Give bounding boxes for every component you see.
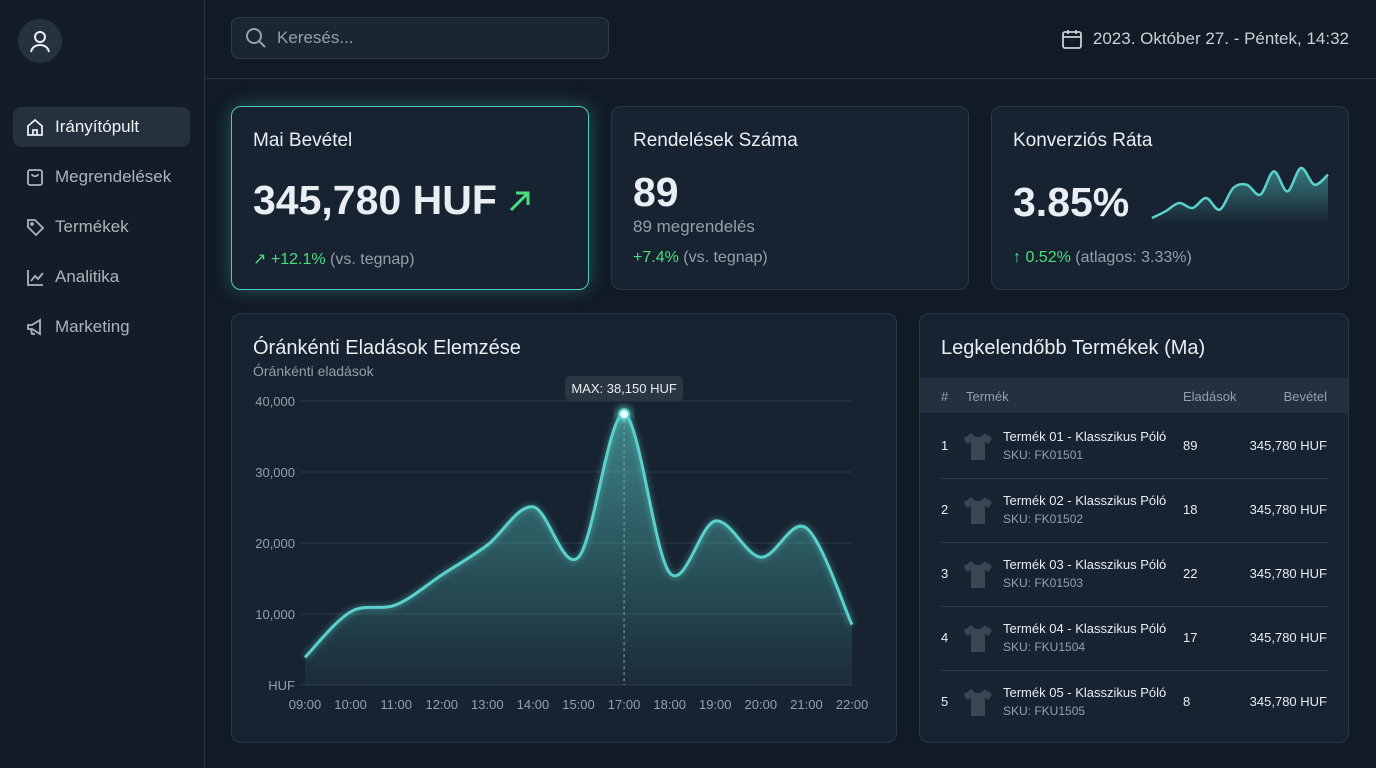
product-name: Termék 05 - Klasszikus Póló bbox=[1003, 685, 1167, 700]
kpi-value: 3.85% bbox=[1013, 179, 1130, 225]
nav-item[interactable]: Analitika bbox=[13, 257, 190, 297]
nav-label: Marketing bbox=[55, 317, 130, 336]
topbar-divider bbox=[205, 78, 1376, 79]
column-header: Eladások bbox=[1183, 389, 1237, 404]
kpi-title: Mai Bevétel bbox=[253, 130, 353, 151]
product-name: Termék 02 - Klasszikus Póló bbox=[1003, 493, 1167, 508]
product-icon bbox=[964, 561, 992, 588]
chart-card: Óránkénti Eladások Elemzése Óránkénti el… bbox=[231, 313, 897, 743]
kpi-note: (atlagos: 3.33%) bbox=[1075, 249, 1192, 266]
sales: 8 bbox=[1183, 694, 1191, 709]
revenue: 345,780 HUF bbox=[1249, 630, 1327, 645]
row-divider bbox=[941, 478, 1329, 479]
revenue: 345,780 HUF bbox=[1249, 694, 1327, 709]
kpi-change: 0.52% bbox=[1025, 249, 1071, 266]
kpi-note: (vs. tegnap) bbox=[683, 249, 768, 266]
table-card: Legkelendőbb Termékek (Ma) # Termék Elad… bbox=[919, 313, 1349, 743]
kpi-value: 345,780 HUF bbox=[253, 177, 497, 223]
kpi-value-wrap: 345,780 HUF bbox=[253, 177, 533, 224]
datetime: 2023. Október 27. - Péntek, 14:32 bbox=[1061, 28, 1349, 50]
row-rank: 5 bbox=[941, 694, 949, 709]
table-header bbox=[920, 378, 1348, 413]
sales: 22 bbox=[1183, 566, 1198, 581]
row-divider bbox=[941, 670, 1329, 671]
product-icon bbox=[964, 497, 992, 524]
nav-item[interactable]: Termékek bbox=[13, 207, 190, 247]
nav-item[interactable]: Marketing bbox=[13, 307, 190, 347]
sku: SKU: FK01502 bbox=[1003, 512, 1084, 526]
sku: SKU: FKU1504 bbox=[1003, 640, 1086, 654]
kpi-title: Konverziós Ráta bbox=[1013, 130, 1153, 151]
datetime-text: 2023. Október 27. - Péntek, 14:32 bbox=[1092, 29, 1349, 48]
kpi-change: +12.1% bbox=[270, 251, 326, 268]
kpi-value: 89 bbox=[633, 169, 679, 215]
sales: 17 bbox=[1183, 630, 1198, 645]
kpi-card: Konverziós Ráta 3.85% ↑ 0.52% (atlagos: … bbox=[991, 106, 1349, 290]
kpi-change-row: +7.4% (vs. tegnap) bbox=[633, 249, 768, 267]
kpi-change: +7.4% bbox=[633, 249, 679, 266]
product-icon bbox=[964, 625, 992, 652]
revenue: 345,780 HUF bbox=[1249, 502, 1327, 517]
product-icon bbox=[964, 433, 992, 460]
row-divider bbox=[941, 542, 1329, 543]
product-name: Termék 04 - Klasszikus Póló bbox=[1003, 621, 1167, 636]
row-rank: 1 bbox=[941, 438, 949, 453]
product-icon bbox=[964, 689, 992, 716]
sku: SKU: FKU1505 bbox=[1003, 704, 1086, 718]
nav-item[interactable]: Irányítópult bbox=[13, 107, 190, 147]
search-placeholder: Keresés... bbox=[277, 28, 354, 47]
nav-label: Irányítópult bbox=[55, 117, 140, 136]
product-name: Termék 03 - Klasszikus Póló bbox=[1003, 557, 1167, 572]
nav-label: Analitika bbox=[55, 267, 120, 286]
row-rank: 4 bbox=[941, 630, 949, 645]
table-title: Legkelendőbb Termékek (Ma) bbox=[941, 337, 1206, 359]
kpi-note: (vs. tegnap) bbox=[330, 251, 415, 268]
kpi-card: Mai Bevétel 345,780 HUF ↗ +12.1% (vs. te… bbox=[231, 106, 589, 290]
row-rank: 2 bbox=[941, 502, 949, 517]
nav-label: Megrendelések bbox=[55, 167, 172, 186]
sales: 89 bbox=[1183, 438, 1198, 453]
search-box[interactable]: Keresés... bbox=[231, 17, 609, 59]
chart-title: Óránkénti Eladások Elemzése bbox=[253, 337, 521, 359]
sales: 18 bbox=[1183, 502, 1198, 517]
kpi-subtitle: 89 megrendelés bbox=[633, 217, 755, 236]
product-name: Termék 01 - Klasszikus Póló bbox=[1003, 429, 1167, 444]
kpi-card: Rendelések Száma 89 89 megrendelés +7.4%… bbox=[611, 106, 969, 290]
column-header: Termék bbox=[966, 389, 1009, 404]
row-divider bbox=[941, 606, 1329, 607]
revenue: 345,780 HUF bbox=[1249, 438, 1327, 453]
chart-subtitle: Óránkénti eladások bbox=[253, 363, 374, 379]
revenue: 345,780 HUF bbox=[1249, 566, 1327, 581]
kpi-title: Rendelések Száma bbox=[633, 130, 798, 151]
kpi-change-row: ↑ 0.52% (atlagos: 3.33%) bbox=[1013, 249, 1192, 266]
row-rank: 3 bbox=[941, 566, 949, 581]
sku: SKU: FK01501 bbox=[1003, 448, 1084, 462]
column-header: # bbox=[941, 389, 949, 404]
kpi-change-row: ↗ +12.1% (vs. tegnap) bbox=[253, 251, 415, 268]
nav-item[interactable]: Megrendelések bbox=[13, 157, 190, 197]
column-header: Bevétel bbox=[1283, 389, 1327, 404]
avatar[interactable] bbox=[18, 19, 62, 63]
sku: SKU: FK01503 bbox=[1003, 576, 1084, 590]
nav-label: Termékek bbox=[55, 217, 129, 236]
